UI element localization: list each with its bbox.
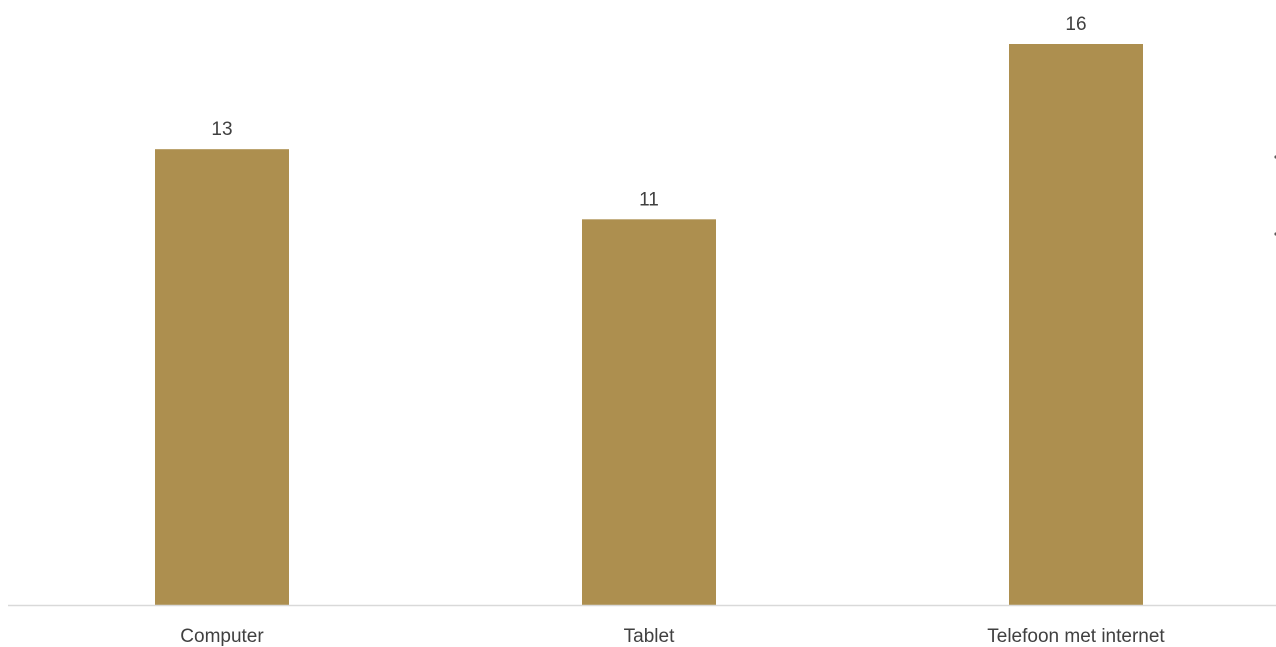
x-tick-label: Telefoon met internet [987,626,1165,647]
data-labels-group: 13 11 16 [211,14,1086,210]
bars-group [155,44,1143,605]
x-tick-labels-group: Computer Tablet Telefoon met internet [180,626,1165,647]
data-label: 13 [211,119,232,140]
x-tick-label: Computer [180,626,264,647]
data-label: 11 [639,189,659,210]
x-tick-label: Tablet [624,626,675,647]
bar-telefoon-met-internet [1009,44,1143,605]
data-label: 16 [1065,14,1086,35]
bar-computer [155,149,289,605]
bar-tablet [582,219,716,605]
